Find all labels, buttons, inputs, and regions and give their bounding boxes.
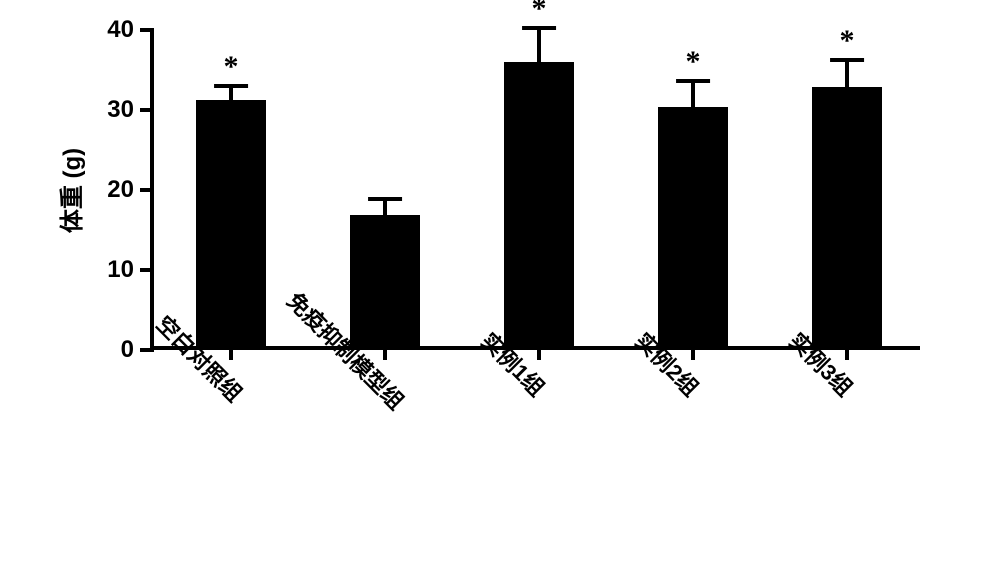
significance-marker: * xyxy=(224,52,239,82)
y-tick xyxy=(140,268,154,272)
x-tick xyxy=(845,346,849,360)
bar-chart: 体重 (g) 010203040*空白对照组免疫抑制模型组*实例1组*实例2组*… xyxy=(50,20,950,550)
bar xyxy=(812,87,881,346)
significance-marker: * xyxy=(840,26,855,56)
error-bar xyxy=(691,81,695,111)
error-cap xyxy=(676,79,710,83)
x-tick xyxy=(537,346,541,360)
error-cap xyxy=(368,197,402,201)
bar xyxy=(350,215,419,346)
y-tick-label: 30 xyxy=(107,96,134,124)
error-bar xyxy=(229,86,233,104)
y-axis-label: 体重 (g) xyxy=(53,147,88,232)
bar xyxy=(658,107,727,346)
bar xyxy=(196,100,265,346)
significance-marker: * xyxy=(532,0,547,24)
y-tick-label: 10 xyxy=(107,256,134,284)
y-tick xyxy=(140,108,154,112)
x-tick xyxy=(229,346,233,360)
error-bar xyxy=(383,199,387,219)
significance-marker: * xyxy=(686,47,701,77)
plot-area: 010203040*空白对照组免疫抑制模型组*实例1组*实例2组*实例3组 xyxy=(150,30,920,350)
error-bar xyxy=(845,60,849,90)
error-cap xyxy=(830,58,864,62)
y-tick xyxy=(140,188,154,192)
x-tick xyxy=(691,346,695,360)
x-tick xyxy=(383,346,387,360)
y-tick-label: 0 xyxy=(121,336,134,364)
y-tick-label: 40 xyxy=(107,16,134,44)
y-tick xyxy=(140,348,154,352)
y-tick xyxy=(140,28,154,32)
bar xyxy=(504,62,573,346)
error-bar xyxy=(537,28,541,66)
y-axis-label-wrap: 体重 (g) xyxy=(50,20,90,360)
y-tick-label: 20 xyxy=(107,176,134,204)
error-cap xyxy=(214,84,248,88)
error-cap xyxy=(522,26,556,30)
